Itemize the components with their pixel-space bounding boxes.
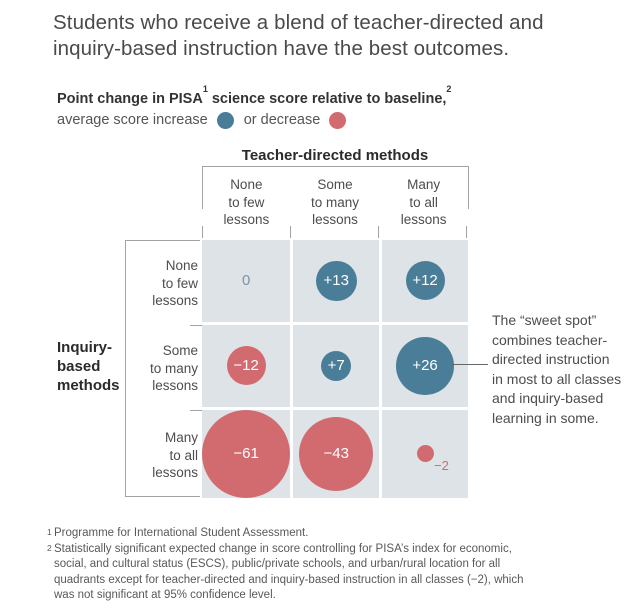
matrix-cell: +26 bbox=[382, 324, 468, 407]
page-title: Students who receive a blend of teacher-… bbox=[53, 11, 544, 60]
column-header-1: None to few lessons bbox=[223, 177, 270, 227]
legend: Point change in PISA1 science score rela… bbox=[57, 84, 452, 129]
matrix-cell: +12 bbox=[382, 240, 468, 322]
matrix-cell: −12 bbox=[202, 324, 291, 407]
footnote-1: 1 Programme for International Student As… bbox=[47, 526, 607, 542]
row-header-2: Some to many lessons bbox=[149, 343, 198, 393]
column-tick bbox=[378, 226, 379, 238]
increase-bubble: +26 bbox=[396, 336, 454, 395]
matrix-cell: −43 bbox=[293, 409, 380, 498]
column-headers: None to few lessons Some to many lessons… bbox=[202, 176, 468, 229]
row-header-3: Many to all lessons bbox=[152, 430, 198, 480]
column-tick bbox=[466, 226, 467, 238]
x-axis-title: Teacher-directed methods bbox=[241, 147, 429, 164]
bubble-value-label: −2 bbox=[434, 457, 449, 473]
footnote-1-text: Programme for International Student Asse… bbox=[54, 527, 309, 539]
footnote-ref-1: 1 bbox=[202, 84, 208, 94]
footnote-ref-2: 2 bbox=[446, 84, 452, 94]
matrix-cell: 0 bbox=[202, 240, 291, 322]
decrease-bubble: −12 bbox=[226, 346, 266, 386]
annotation-connector-line bbox=[452, 364, 488, 365]
bubble-value-label: 0 bbox=[241, 272, 251, 290]
increase-dot-icon bbox=[216, 111, 234, 129]
decrease-bubble: −61 bbox=[202, 409, 291, 498]
footnote-1-marker: 1 bbox=[47, 527, 52, 537]
row-bracket-bottom bbox=[125, 496, 200, 497]
decrease-dot-icon bbox=[329, 111, 347, 129]
matrix-cell: −61 bbox=[202, 409, 291, 498]
increase-bubble: +7 bbox=[321, 350, 352, 381]
legend-decrease-label: or decrease bbox=[243, 112, 321, 129]
row-header-1: None to few lessons bbox=[152, 258, 198, 308]
footnote-2: 2 Statistically significant expected cha… bbox=[47, 542, 607, 604]
column-tick bbox=[202, 226, 203, 238]
column-header-2: Some to many lessons bbox=[310, 177, 360, 227]
legend-swatches: average score increase or decrease bbox=[57, 111, 451, 129]
matrix-cell: +7 bbox=[293, 324, 380, 407]
footnote-2-text: Statistically significant expected chang… bbox=[54, 542, 524, 602]
legend-title: Point change in PISA1 science score rela… bbox=[57, 84, 452, 107]
row-tick bbox=[190, 325, 202, 326]
column-tick bbox=[290, 226, 291, 238]
decrease-bubble bbox=[416, 445, 434, 463]
column-header-bracket bbox=[202, 166, 469, 209]
matrix-cell: −2 bbox=[382, 409, 468, 498]
matrix-cell: +13 bbox=[293, 240, 380, 322]
bubble-grid: 0 +13 +12 −12 +7 +26 −61 −43 −2 bbox=[202, 240, 468, 498]
increase-bubble: +12 bbox=[405, 261, 445, 301]
y-axis-title: Inquiry- based methods bbox=[57, 339, 120, 394]
decrease-bubble: −43 bbox=[299, 416, 374, 491]
column-header-3: Many to all lessons bbox=[400, 177, 447, 227]
footnote-2-marker: 2 bbox=[47, 542, 52, 553]
increase-bubble: +13 bbox=[315, 260, 357, 302]
row-bracket-line bbox=[125, 240, 126, 497]
row-tick bbox=[190, 410, 202, 411]
legend-increase-label: average score increase bbox=[57, 112, 208, 129]
footnotes: 1 Programme for International Student As… bbox=[47, 526, 607, 604]
row-bracket-top bbox=[125, 240, 200, 241]
annotation-text: The “sweet spot” combines teacher- direc… bbox=[492, 312, 622, 426]
